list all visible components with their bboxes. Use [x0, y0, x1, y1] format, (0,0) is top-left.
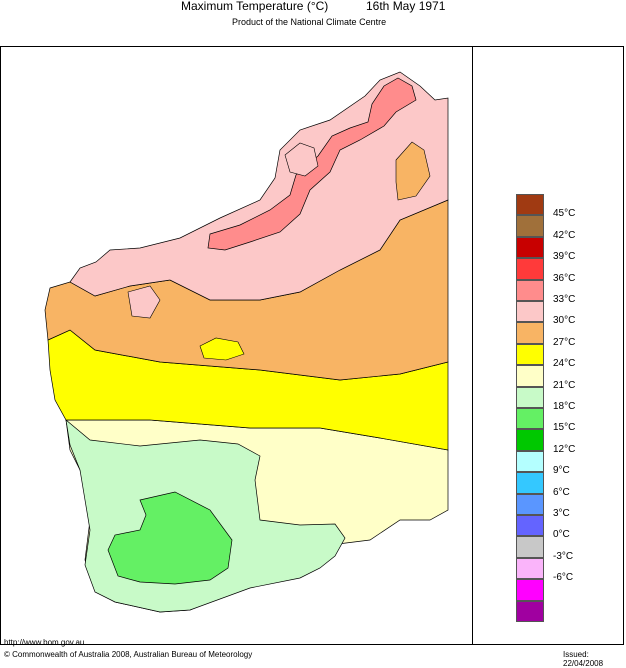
legend-swatch: [516, 258, 544, 280]
legend-swatch: [516, 472, 544, 494]
legend-swatch: [516, 600, 544, 622]
legend-swatch: [516, 515, 544, 537]
zone-27-ne: [395, 141, 431, 201]
legend-label: 33°C: [553, 294, 576, 305]
legend-swatch: [516, 408, 544, 430]
zone-15: [107, 491, 233, 585]
legend-label: 6°C: [553, 486, 570, 498]
footer-url[interactable]: http://www.bom.gov.au: [4, 638, 85, 647]
map-subtitle: Product of the National Climate Centre: [232, 17, 387, 27]
legend-divider: [472, 46, 473, 645]
legend-label: -6°C: [553, 572, 574, 584]
legend-label: 42°C: [553, 229, 576, 241]
legend-swatch: [516, 557, 544, 580]
map-date: 16th May 1971: [366, 0, 446, 13]
legend-label: 9°C: [553, 465, 570, 477]
legend-swatch: [516, 493, 544, 515]
map-title: Maximum Temperature (°C): [181, 0, 329, 13]
legend-label: 15°C: [553, 422, 576, 434]
legend-label: 12°C: [553, 443, 576, 455]
legend-swatch: [516, 215, 544, 237]
zone-30-patch: [127, 285, 161, 319]
legend-label: 36°C: [553, 272, 576, 284]
legend-swatch: [516, 301, 544, 323]
map-frame: [0, 46, 624, 645]
legend-swatch: [516, 236, 544, 259]
legend-label: 0°C: [553, 529, 570, 541]
legend-swatch: [516, 579, 544, 601]
legend-label: 21°C: [553, 379, 576, 391]
legend-swatch: [516, 322, 544, 344]
footer-issued: Issued: 22/04/2008: [563, 650, 604, 668]
footer-copyright: © Commonwealth of Australia 2008, Austra…: [4, 650, 253, 659]
legend-swatch: [516, 194, 544, 216]
temperature-map: [44, 71, 449, 613]
zone-30-inner: [284, 142, 319, 177]
legend-label: 45°C: [553, 208, 576, 220]
legend-swatch: [516, 365, 544, 387]
legend-swatch: [516, 279, 544, 301]
legend-swatch: [516, 386, 544, 408]
legend-label: 39°C: [553, 251, 576, 263]
legend-swatch: [516, 343, 544, 366]
legend-label: 27°C: [553, 336, 576, 348]
legend-swatch: [516, 429, 544, 451]
legend-label: 18°C: [553, 401, 576, 412]
legend-swatch: [516, 450, 544, 473]
legend-label: -3°C: [553, 550, 574, 562]
legend-label: 24°C: [553, 358, 576, 370]
zone-24-blob: [199, 337, 245, 361]
header: Maximum Temperature (°C) 16th May 1971 P…: [0, 0, 626, 36]
legend-label: 30°C: [553, 315, 576, 327]
legend-swatch: [516, 536, 544, 558]
legend-label: 3°C: [553, 508, 570, 519]
